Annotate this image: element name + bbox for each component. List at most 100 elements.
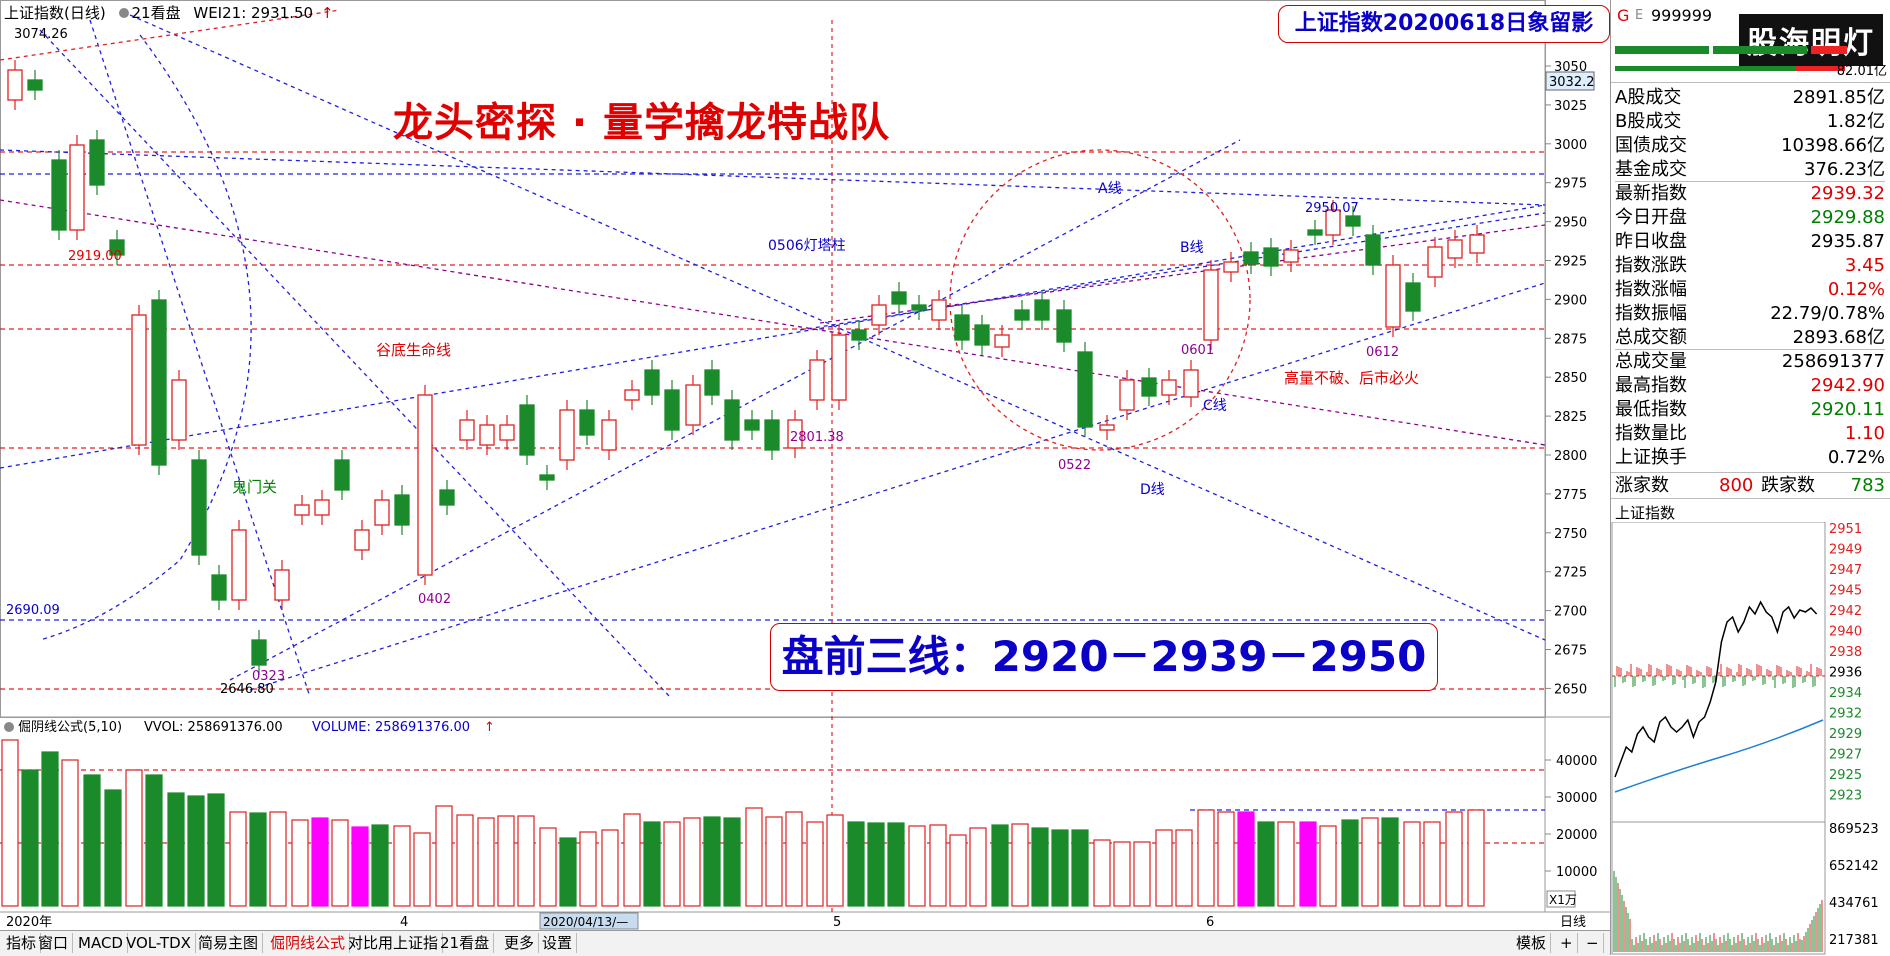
price-tick-label: 3000	[1554, 138, 1587, 153]
candle-body	[394, 494, 410, 526]
volume-indicator-name: 倔阴线公式(5,10)	[18, 720, 122, 735]
mini-frame	[1611, 522, 1826, 955]
kline-chart[interactable]: 3050 3025 3000 2975 2950 2925 2900 2875 2850 2825…	[0, 0, 1610, 930]
volume-bar	[867, 822, 885, 907]
zoom-out-button[interactable]: −	[1582, 933, 1604, 953]
wei21-indicator: WEI21: 2931.50	[193, 4, 314, 22]
candle-body	[644, 369, 660, 396]
volume-bar	[806, 821, 824, 907]
quote-row-value: 2939.32	[1810, 183, 1885, 204]
index-name[interactable]: 上证指数(日线)	[4, 4, 106, 22]
quote-row: 指数量比 1.10	[1615, 422, 1885, 445]
unit-label: X1万	[1549, 893, 1577, 907]
volume-axis-ticks: 40000 30000 20000 10000	[1545, 754, 1597, 880]
volume-bar	[623, 813, 641, 907]
quote-row-label: 昨日收盘	[1615, 231, 1687, 252]
mini-axis-label: 2938	[1829, 645, 1862, 660]
panel-separator-3	[1611, 498, 1890, 499]
candle-body	[871, 304, 887, 326]
volume-bar	[1133, 841, 1151, 907]
trend-line-c	[249, 282, 1546, 691]
unit-box	[1546, 890, 1576, 908]
chart-canvas[interactable]: 3050 3025 3000 2975 2950 2925 2900 2875 2850 2825…	[0, 0, 1610, 930]
quote-row-value: 0.72%	[1827, 447, 1885, 468]
price-tick-label: 2875	[1554, 332, 1587, 347]
circle-zone	[949, 149, 1251, 451]
quote-row: 总成交额 2893.68亿	[1615, 326, 1885, 349]
volume-header: 倔阴线公式(5,10) VVOL: 258691376.00 VOLUME: 2…	[4, 720, 1577, 908]
toolbar-item[interactable]: VOL-TDX	[122, 933, 196, 953]
intraday-mini-chart[interactable]: 2951 2949 2947 2945 2942 2940 2938 2936 2934 2932…	[1611, 522, 1890, 955]
mode-label[interactable]: 21看盘	[131, 4, 181, 22]
volume-bar	[207, 793, 225, 907]
snapshot-title-box: 上证指数20200618日象留影	[1278, 5, 1610, 43]
label-2950: 2950.07	[1305, 201, 1359, 216]
candle-body	[685, 384, 701, 426]
label-2690: 2690.09	[6, 603, 60, 618]
volume-bar	[104, 789, 122, 907]
label-0402: 0402	[418, 592, 451, 607]
price-tick-label: 2950	[1554, 216, 1587, 231]
price-tick-label: 2850	[1554, 371, 1587, 386]
quote-row-value: 2891.85亿	[1792, 87, 1885, 108]
mini-axis-label: 2942	[1829, 604, 1862, 619]
template-button[interactable]: 模板	[1512, 933, 1552, 953]
mini-axis-label: 2949	[1829, 543, 1862, 558]
toolbar-item[interactable]: 更多	[500, 933, 540, 953]
mini-price-line	[1614, 600, 1818, 778]
volume-bar	[1381, 817, 1399, 907]
index-code[interactable]: 999999	[1651, 6, 1713, 25]
price-tick-label: 2750	[1554, 527, 1587, 542]
label-2801: 2801.38	[790, 430, 844, 445]
volume-bar	[167, 792, 185, 907]
candle-body	[7, 69, 23, 101]
quote-row: 国债成交 10398.66亿	[1615, 134, 1885, 157]
candle-body	[851, 329, 867, 341]
quote-row-label: 总成交量	[1615, 351, 1687, 372]
quote-row-label: 指数涨跌	[1615, 255, 1687, 276]
volume-bar	[1445, 811, 1463, 907]
toolbar-item[interactable]: 对比用上证指	[344, 933, 444, 953]
date-month-6: 6	[1206, 915, 1214, 930]
toolbar-item[interactable]: 指标	[2, 933, 42, 953]
volume-bar	[1113, 841, 1131, 907]
candle-body	[171, 379, 187, 441]
current-price-text: 3032.2	[1549, 75, 1595, 90]
label-2919: 2919.00	[68, 249, 122, 264]
price-axis-ticks: 3050 3025 3000 2975 2950 2925 2900 2875 2850 2825…	[1545, 60, 1587, 697]
candle-body	[911, 304, 927, 311]
three-lines-box: 盘前三线：2920－2939－2950	[770, 623, 1438, 691]
volume-bar	[291, 819, 309, 907]
up-count-value: 800	[1719, 475, 1754, 496]
blue-levels	[0, 173, 1545, 811]
toolbar-item[interactable]: 简易主图	[194, 933, 264, 953]
mini-axis-label: 2925	[1829, 768, 1862, 783]
volume-bar	[785, 811, 803, 907]
label-d-line: D线	[1140, 482, 1165, 498]
toolbar-item[interactable]: 设置	[538, 933, 578, 953]
volume-tick-label: 20000	[1556, 828, 1597, 843]
volume-bar	[125, 769, 143, 907]
horizontal-levels	[0, 151, 1545, 844]
volume-bar	[826, 814, 844, 907]
quote-row-label: 国债成交	[1615, 135, 1687, 156]
volume-bar	[351, 826, 369, 907]
candle-body	[191, 459, 207, 556]
price-tick-label: 2675	[1554, 644, 1587, 659]
market-tag2: E	[1635, 8, 1644, 23]
zoom-in-button[interactable]: +	[1556, 933, 1578, 953]
volume-bar	[969, 827, 987, 907]
volume-bar	[1423, 821, 1441, 907]
toolbar-item[interactable]: MACD	[74, 933, 128, 953]
quote-row-value: 1.10	[1844, 423, 1885, 444]
quote-row: B股成交 1.82亿	[1615, 110, 1885, 133]
volume-bar	[371, 824, 389, 907]
toolbar-item[interactable]: 倔阴线公式	[266, 933, 351, 953]
volume-bar	[1277, 821, 1295, 907]
toolbar-item[interactable]: 窗口	[34, 933, 74, 953]
label-guimen: 鬼门关	[232, 478, 277, 496]
candle-body	[459, 419, 475, 441]
quote-row-label: 今日开盘	[1615, 207, 1687, 228]
toolbar-item[interactable]: 21看盘	[436, 933, 495, 953]
quote-row: 昨日收盘 2935.87	[1615, 230, 1885, 253]
